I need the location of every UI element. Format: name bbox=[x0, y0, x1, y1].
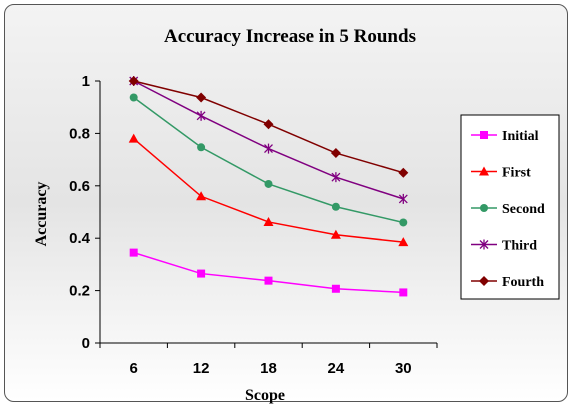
data-point bbox=[330, 148, 341, 159]
data-point bbox=[331, 172, 341, 183]
legend-marker bbox=[480, 131, 488, 139]
data-point bbox=[128, 133, 139, 143]
series-line bbox=[133, 96, 404, 224]
data-point bbox=[263, 216, 274, 226]
y-tick-label: 0.4 bbox=[69, 230, 91, 247]
legend-marker bbox=[479, 276, 489, 286]
data-point bbox=[128, 76, 139, 86]
legend-label: First bbox=[502, 166, 531, 181]
series-second bbox=[129, 93, 408, 227]
x-tick-label: 18 bbox=[260, 360, 277, 377]
legend-item-third: Third bbox=[471, 239, 537, 254]
series-line bbox=[133, 251, 404, 294]
legend-marker bbox=[479, 239, 489, 250]
series-fourth bbox=[128, 76, 409, 178]
legend: Initial First Second Third Fourth bbox=[471, 129, 545, 290]
data-point bbox=[398, 193, 408, 204]
legend-marker bbox=[479, 166, 489, 176]
y-tick-label: 0.2 bbox=[69, 283, 90, 300]
y-tick-label: 0.6 bbox=[69, 178, 90, 195]
y-axis-label: Accuracy bbox=[33, 182, 50, 247]
data-point bbox=[330, 229, 341, 239]
series-layer bbox=[128, 76, 409, 297]
data-point bbox=[264, 179, 273, 188]
chart-title: Accuracy Increase in 5 Rounds bbox=[164, 26, 416, 47]
legend-label: Third bbox=[502, 239, 537, 254]
x-tick-label: 6 bbox=[130, 360, 138, 377]
legend-marker bbox=[480, 204, 488, 212]
data-point bbox=[331, 284, 340, 293]
axes: 0 0.2 0.4 0.6 0.8 1 6 12 18 24 30 bbox=[69, 73, 438, 377]
legend-label: Second bbox=[502, 202, 545, 217]
data-point bbox=[197, 269, 206, 278]
series-initial bbox=[129, 248, 408, 297]
series-first bbox=[128, 133, 409, 247]
legend-label: Initial bbox=[502, 129, 539, 144]
data-point bbox=[196, 191, 207, 201]
legend-label: Fourth bbox=[502, 275, 544, 290]
data-point bbox=[196, 92, 207, 103]
data-point bbox=[263, 119, 274, 130]
data-point bbox=[129, 93, 138, 102]
y-tick-label: 0.8 bbox=[69, 125, 90, 142]
x-tick-label: 24 bbox=[328, 360, 345, 377]
data-point bbox=[398, 167, 409, 178]
data-point bbox=[331, 202, 340, 211]
data-point bbox=[196, 110, 206, 121]
y-tick-label: 1 bbox=[82, 73, 90, 90]
x-tick-label: 30 bbox=[395, 360, 412, 377]
legend-item-fourth: Fourth bbox=[471, 275, 544, 290]
data-point bbox=[264, 276, 273, 285]
series-line bbox=[133, 138, 404, 243]
data-point bbox=[399, 218, 408, 227]
data-point bbox=[399, 288, 408, 297]
y-tick-label: 0 bbox=[82, 335, 90, 352]
legend-box bbox=[460, 114, 560, 300]
legend-item-first: First bbox=[471, 166, 531, 181]
x-tick-label: 12 bbox=[193, 360, 210, 377]
data-point bbox=[398, 237, 409, 247]
legend-item-initial: Initial bbox=[471, 129, 539, 144]
data-point bbox=[197, 143, 206, 152]
data-point bbox=[129, 248, 138, 257]
data-point bbox=[264, 143, 273, 154]
x-axis-label: Scope bbox=[245, 387, 285, 404]
legend-item-second: Second bbox=[471, 202, 545, 217]
